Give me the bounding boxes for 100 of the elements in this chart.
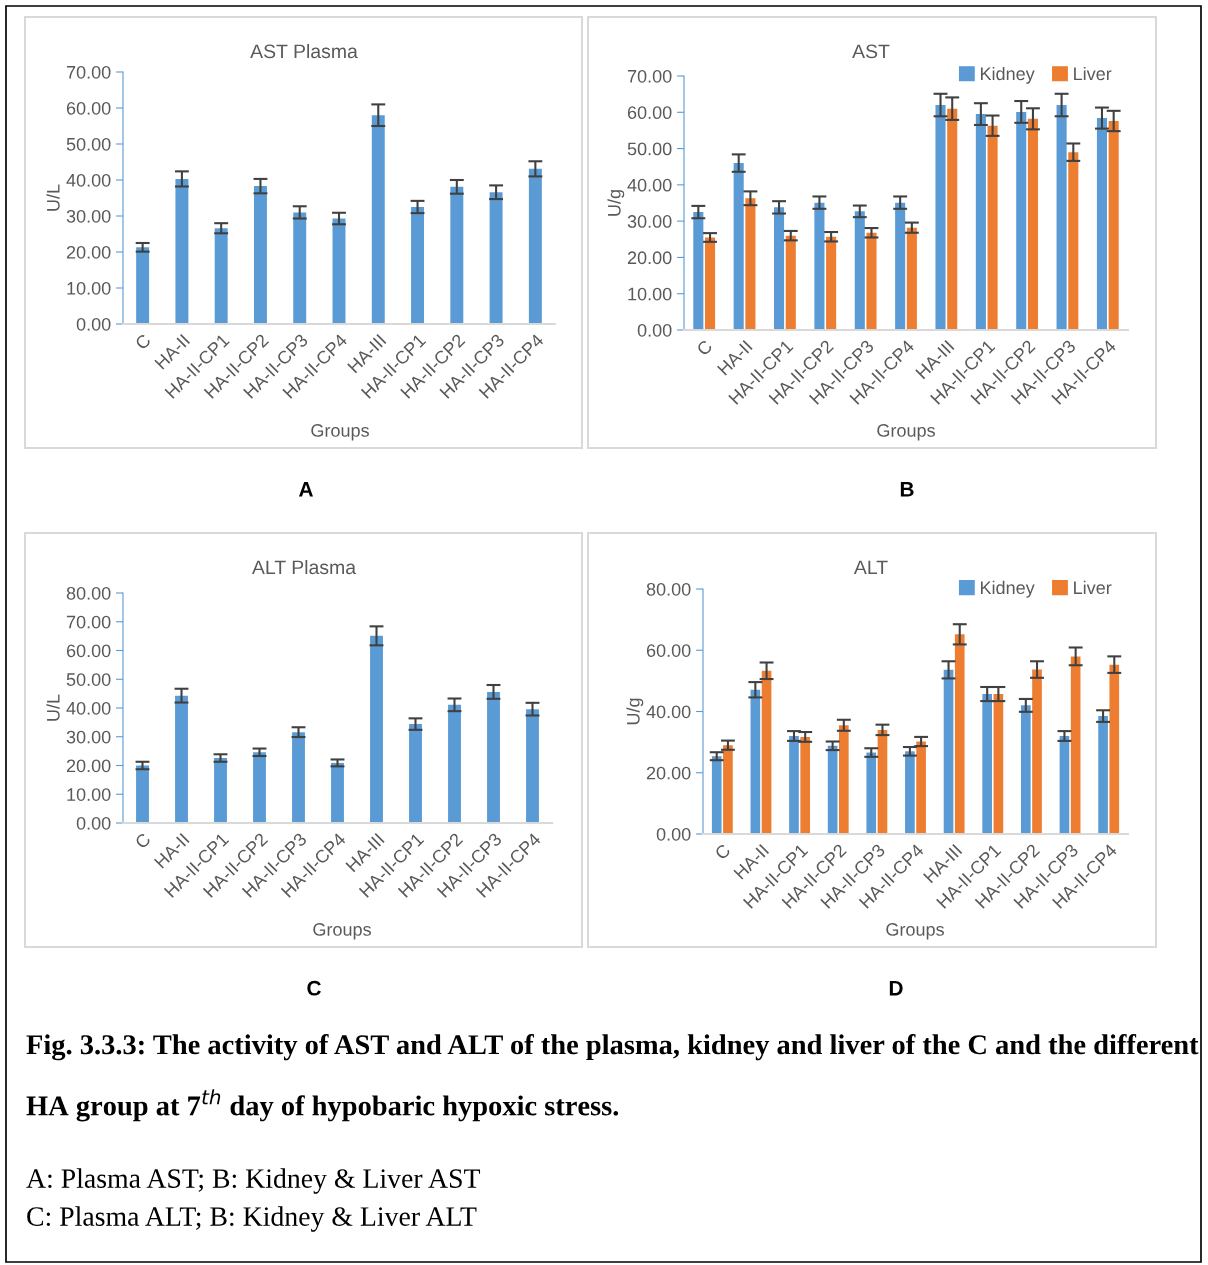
bar <box>711 756 722 834</box>
bar <box>982 694 992 834</box>
bar <box>789 736 799 834</box>
bar <box>331 762 344 823</box>
bar <box>895 202 906 330</box>
bar <box>528 168 542 324</box>
bar <box>1070 656 1081 834</box>
y-tick-label: 80.00 <box>66 586 111 600</box>
x-tick-label: C <box>695 339 714 357</box>
y-tick-label: 70.00 <box>66 65 111 79</box>
x-axis-title: Groups <box>886 923 944 940</box>
bar <box>826 236 837 330</box>
chart-title: ALT <box>853 560 888 575</box>
bar <box>1096 118 1108 330</box>
bar <box>1032 669 1042 834</box>
bar <box>943 669 954 834</box>
y-tick-label: 80.00 <box>646 582 691 596</box>
bar <box>723 745 733 834</box>
y-tick-label: 10.00 <box>67 281 111 295</box>
x-tick-label: C <box>714 843 732 861</box>
bar <box>693 212 704 330</box>
bar <box>136 247 150 324</box>
y-tick-label: 30.00 <box>627 215 672 228</box>
y-axis-title: U/L <box>46 694 60 721</box>
bar <box>750 689 761 834</box>
bar <box>1108 120 1119 330</box>
bar <box>526 709 539 823</box>
y-tick-label: 60.00 <box>66 101 111 115</box>
bar <box>332 218 346 324</box>
bar <box>450 186 464 324</box>
bar <box>1027 118 1038 330</box>
bar <box>916 741 926 834</box>
y-tick-label: 30.00 <box>66 209 111 223</box>
text: A <box>298 482 313 497</box>
y-tick-label: 60.00 <box>627 106 672 120</box>
bar <box>854 211 865 330</box>
x-axis-title: Groups <box>877 424 935 441</box>
bar <box>905 751 915 834</box>
text: C: Plasma ALT; B: Kidney & Liver ALT <box>27 1206 477 1232</box>
y-tick-label: 0.00 <box>656 827 691 841</box>
bar <box>800 736 811 834</box>
y-tick-label: 70.00 <box>627 69 672 83</box>
bar <box>1109 664 1120 834</box>
y-axis-title: U/g <box>626 698 644 725</box>
bar <box>704 237 716 330</box>
chart-title: AST <box>852 44 890 59</box>
bar <box>745 198 756 330</box>
y-axis-title: U/L <box>46 184 60 211</box>
bar <box>993 694 1004 834</box>
bar <box>774 207 785 330</box>
x-tick-label: C <box>134 832 152 850</box>
bar <box>733 163 744 330</box>
y-tick-label: 40.00 <box>646 705 691 719</box>
bar <box>175 178 189 324</box>
bar <box>1016 111 1027 330</box>
legend-label: Liver <box>1074 580 1112 595</box>
bar <box>866 752 877 834</box>
bar <box>947 108 958 330</box>
text: Fig. 3.3.3: The activity of AST and ALT of the plasma, kidney and liver of the C and the different HA group at 7$^{th}$ day of hypobaric hypoxic stress. <box>26 1034 1199 1122</box>
bar <box>1098 716 1108 834</box>
text: A: Plasma AST; B: Kidney & Liver AST <box>26 1168 481 1194</box>
bar <box>214 758 227 823</box>
text: C <box>307 980 321 996</box>
bar <box>906 227 917 330</box>
bar <box>175 695 188 823</box>
bar <box>487 691 500 823</box>
bar <box>253 752 266 823</box>
y-tick-label: 20.00 <box>627 251 672 265</box>
y-tick-label: 50.00 <box>66 673 111 686</box>
bar <box>370 635 383 823</box>
bar <box>975 114 986 330</box>
x-axis-title: Groups <box>313 923 371 940</box>
y-tick-label: 10.00 <box>67 788 111 801</box>
bar <box>1068 152 1079 330</box>
chart-title: AST Plasma <box>250 43 358 59</box>
y-tick-label: 20.00 <box>66 245 111 259</box>
bar <box>448 704 461 823</box>
bar <box>1020 705 1031 834</box>
bar <box>987 125 998 330</box>
y-tick-label: 0.00 <box>76 816 111 830</box>
bar <box>253 186 267 324</box>
bar <box>954 634 965 834</box>
bar <box>935 105 946 330</box>
bar <box>761 670 772 834</box>
y-tick-label: 40.00 <box>627 178 672 192</box>
text: D <box>889 981 903 996</box>
bar <box>136 765 149 823</box>
bar <box>489 192 503 324</box>
bar <box>409 724 422 823</box>
x-axis-title: Groups <box>311 424 369 441</box>
bar <box>214 228 228 324</box>
legend-label: Kidney <box>980 580 1035 598</box>
x-tick-label: C <box>134 333 152 351</box>
y-tick-label: 50.00 <box>66 137 111 151</box>
text: B <box>900 482 914 497</box>
bar <box>814 202 825 330</box>
legend-label: Liver <box>1074 66 1112 81</box>
bar <box>292 732 305 823</box>
y-tick-label: 40.00 <box>66 173 111 187</box>
bar <box>411 207 425 324</box>
